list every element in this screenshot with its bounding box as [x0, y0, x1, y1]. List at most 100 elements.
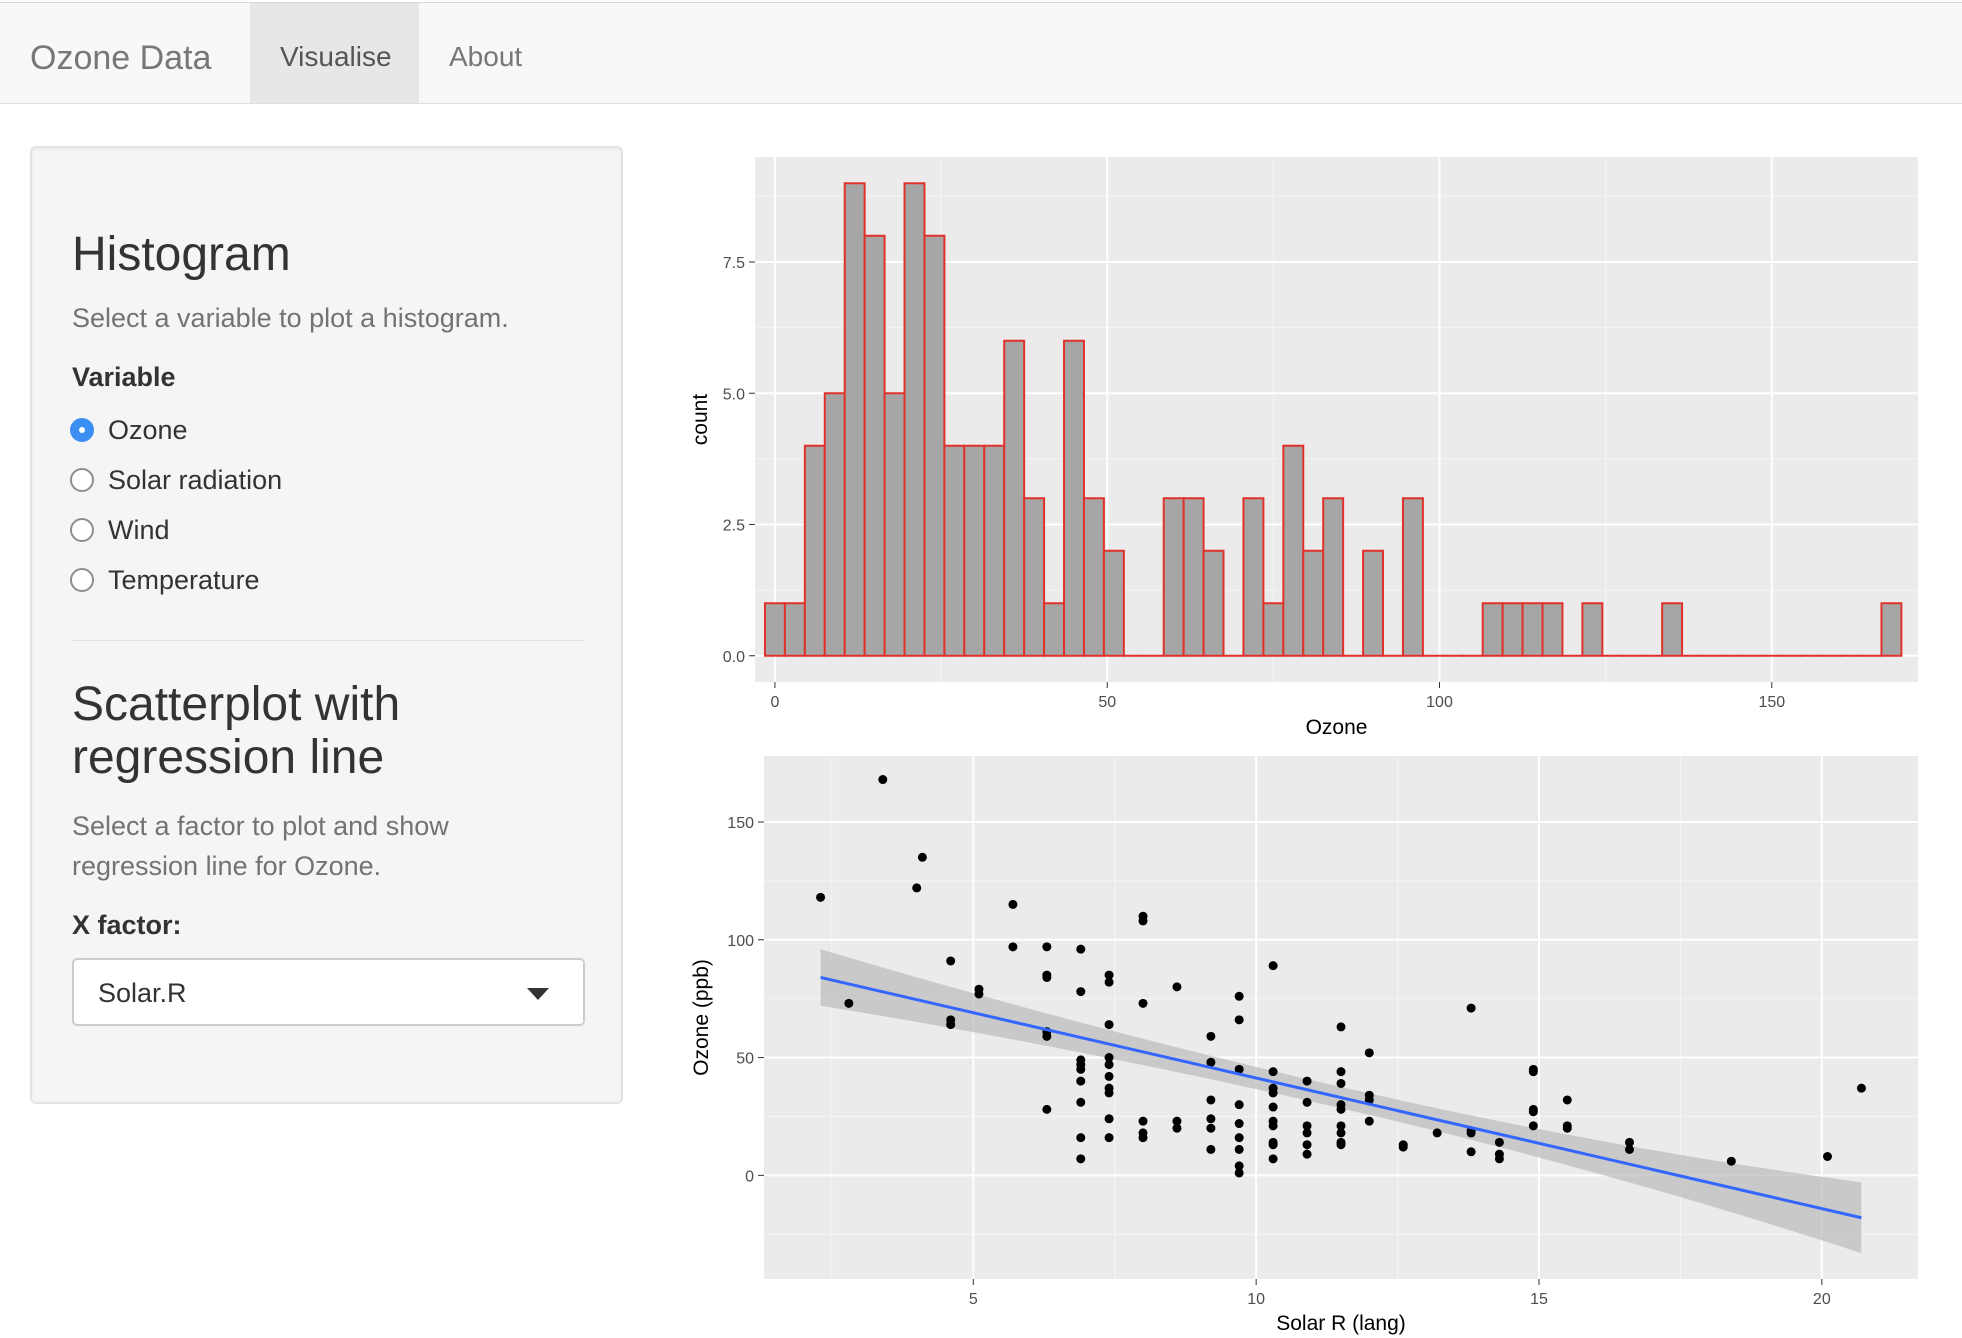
scatter-point: [1528, 1121, 1538, 1131]
scatter-point: [1138, 1116, 1148, 1126]
histogram-bar: [963, 444, 986, 657]
histogram-bar: [1242, 497, 1265, 657]
scatter-point: [1042, 1031, 1052, 1041]
radio-option-temperature[interactable]: Temperature: [70, 560, 260, 600]
scatter-point: [1302, 1140, 1312, 1150]
scatter-point: [1206, 1031, 1216, 1041]
scatter-point: [1076, 1097, 1086, 1107]
x-axis-title: Ozone: [1306, 716, 1368, 739]
scatter-point: [1172, 1116, 1182, 1126]
scatter-point: [1206, 1095, 1216, 1105]
y-axis-title: count: [689, 394, 712, 446]
scatter-point: [1008, 942, 1018, 952]
scatter-point: [1104, 1071, 1114, 1081]
scatter-point: [1234, 1015, 1244, 1025]
regression-line: [820, 975, 1862, 1220]
scatter-point: [946, 1020, 956, 1030]
scatter-point: [974, 989, 984, 999]
scatter-point: [1206, 1123, 1216, 1133]
scatter-point: [1104, 1020, 1114, 1030]
scatter-title-line2: regression line: [72, 731, 385, 784]
scatter-point: [1432, 1128, 1442, 1138]
scatter-point: [1206, 1057, 1216, 1067]
x-tick-label: 10: [1247, 1291, 1265, 1308]
scatter-point: [1398, 1142, 1408, 1152]
histogram-bar: [943, 444, 966, 657]
scatter-point: [1234, 1064, 1244, 1074]
histogram-bar: [1481, 602, 1504, 657]
tab-about[interactable]: About: [449, 41, 523, 72]
scatter-point: [1042, 942, 1052, 952]
navbar-brand[interactable]: Ozone Data: [30, 39, 212, 77]
radio-label: Solar radiation: [108, 464, 283, 495]
histogram-bar: [923, 234, 946, 657]
scatter-point: [1268, 1067, 1278, 1077]
scatter-point: [1076, 987, 1086, 997]
scatter-point: [1234, 1100, 1244, 1110]
scatter-point: [1042, 1104, 1052, 1114]
scatter-point: [1234, 1144, 1244, 1154]
scatter-point: [1268, 1102, 1278, 1112]
scatter-point: [1466, 1003, 1476, 1013]
scatter-point: [1364, 1048, 1374, 1058]
scatter-point: [1562, 1123, 1572, 1133]
histogram-bar: [803, 444, 826, 657]
tab-visualise[interactable]: Visualise: [250, 3, 419, 103]
y-tick-label: 7.5: [723, 255, 745, 272]
scatter-point: [1302, 1097, 1312, 1107]
solar-ozone-scatterplot: 5 10 15 20 0 50 100 150 Solar R (lang) Ozone (ppb…: [690, 756, 1918, 1335]
scatter-point: [912, 883, 922, 893]
scatter-point: [1268, 1154, 1278, 1164]
scatter-point: [1336, 1104, 1346, 1114]
histogram-bar: [1043, 602, 1066, 657]
scatter-point: [1302, 1076, 1312, 1086]
scatter-point: [1234, 1161, 1244, 1171]
scatter-point: [1206, 1114, 1216, 1124]
scatter-point: [1104, 1060, 1114, 1070]
chevron-down-icon: [527, 988, 549, 1000]
radio-button[interactable]: [70, 568, 94, 592]
y-tick-label: 0.0: [723, 649, 745, 666]
histogram-bar: [1362, 549, 1385, 657]
histogram-bar: [1082, 497, 1105, 657]
scatter-point: [1138, 916, 1148, 926]
scatter-point: [844, 998, 854, 1008]
scatter-point: [1528, 1107, 1538, 1117]
scatter-point: [1336, 1067, 1346, 1077]
histogram-bar: [823, 392, 846, 657]
scatter-help-text-line1: Select a factor to plot and show: [72, 811, 449, 841]
radio-option-ozone[interactable]: Ozone: [70, 410, 188, 450]
x-axis-title: Solar R (lang): [1276, 1312, 1406, 1335]
x-tick-label: 20: [1813, 1291, 1831, 1308]
radio-option-solar-radiation[interactable]: Solar radiation: [70, 460, 282, 500]
scatter-point: [1234, 991, 1244, 1001]
scatter-point: [1302, 1128, 1312, 1138]
radio-label: Temperature: [108, 564, 260, 595]
scatter-point: [1625, 1137, 1634, 1147]
radio-button[interactable]: [70, 518, 94, 542]
histogram-bar: [1162, 497, 1185, 657]
histogram-bar: [1182, 497, 1205, 657]
histogram-bar: [1063, 339, 1085, 657]
scatter-point: [1076, 1154, 1086, 1164]
x-factor-selected-value: Solar.R: [98, 978, 187, 1008]
radio-button-checked[interactable]: [70, 418, 94, 442]
histogram-bar: [1541, 602, 1564, 657]
navbar: Ozone Data Visualise About: [0, 2, 1962, 104]
scatter-point: [1172, 1123, 1182, 1133]
y-tick-label: 5.0: [723, 386, 745, 403]
scatter-title-line1: Scatterplot with: [72, 678, 401, 731]
scatter-point: [878, 775, 888, 785]
radio-button[interactable]: [70, 468, 94, 492]
radio-option-wind[interactable]: Wind: [70, 510, 170, 550]
histogram-bar: [843, 182, 866, 657]
x-tick-label: 150: [1758, 694, 1785, 711]
scatter-point: [917, 852, 927, 862]
scatter-point: [1206, 1144, 1216, 1154]
scatter-point: [816, 892, 826, 902]
radio-label: Wind: [108, 514, 170, 545]
x-factor-select[interactable]: Solar.R: [72, 958, 585, 1026]
y-tick-label: 2.5: [723, 518, 745, 535]
scatter-point: [1466, 1147, 1476, 1157]
histogram-help-text: Select a variable to plot a histogram.: [72, 303, 509, 333]
